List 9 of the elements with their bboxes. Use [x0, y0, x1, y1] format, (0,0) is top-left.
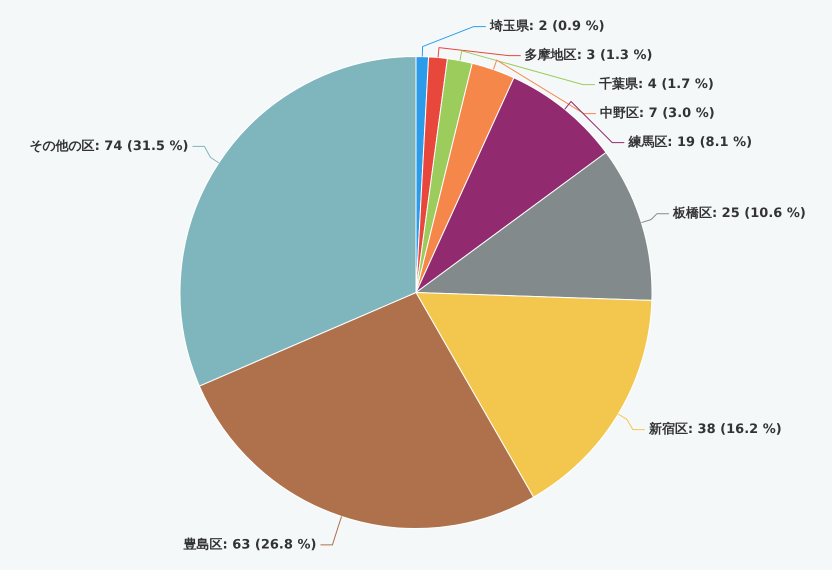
slice-label: 豊島区: 63 (26.8 %)	[182, 536, 316, 552]
slice-label: 中野区: 7 (3.0 %)	[600, 106, 715, 121]
slice-label: 多摩地区: 3 (1.3 %)	[524, 46, 652, 63]
slice-label: 千葉県: 4 (1.7 %)	[598, 76, 714, 92]
slice-label: 板橋区: 25 (10.6 %)	[672, 206, 806, 222]
slice-label: 埼玉県: 2 (0.9 %)	[488, 18, 605, 34]
slice-label: 新宿区: 38 (16.2 %)	[648, 420, 782, 437]
slice-label: その他の区: 74 (31.5 %)	[30, 138, 188, 154]
slice-label: 練馬区: 19 (8.1 %)	[627, 134, 752, 150]
